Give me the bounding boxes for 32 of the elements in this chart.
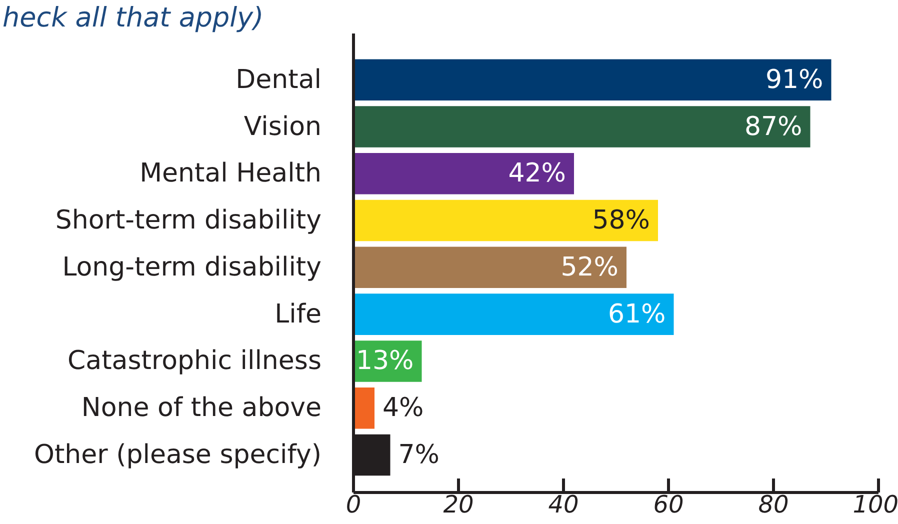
data-label: 61% [608, 299, 666, 330]
y-tick-label: Other (please specify) [34, 440, 322, 470]
data-label: 13% [356, 346, 414, 376]
bar [354, 246, 626, 288]
data-label: 42% [508, 158, 566, 189]
y-tick-label: Mental Health [140, 158, 322, 189]
bar [354, 106, 810, 148]
data-label: 7% [398, 440, 440, 470]
data-label: 4% [382, 393, 424, 424]
x-tick-label: 80 [758, 490, 789, 518]
bar [354, 387, 374, 429]
bar [354, 200, 658, 242]
y-tick-label: Vision [244, 112, 322, 142]
data-label: 87% [744, 112, 802, 142]
data-label: 58% [592, 206, 650, 236]
text: heck all that apply) [2, 2, 264, 34]
x-tick-label: 20 [443, 490, 474, 518]
y-tick-label: Long-term disability [62, 252, 322, 282]
y-tick-label: Life [274, 299, 322, 330]
bar [354, 294, 674, 335]
bar [354, 153, 574, 194]
x-tick-label: 60 [653, 490, 684, 518]
y-tick-label: Dental [236, 64, 322, 95]
x-tick-label: 40 [548, 490, 579, 518]
y-tick-label: Short-term disability [55, 206, 322, 236]
data-label: 91% [765, 64, 824, 95]
data-label: 52% [560, 252, 619, 282]
y-tick-label: Catastrophic illness [68, 346, 322, 376]
x-tick-label: 100 [852, 490, 898, 518]
x-tick-label: 0 [346, 490, 362, 518]
bar [354, 59, 832, 100]
y-tick-label: None of the above [81, 393, 322, 424]
